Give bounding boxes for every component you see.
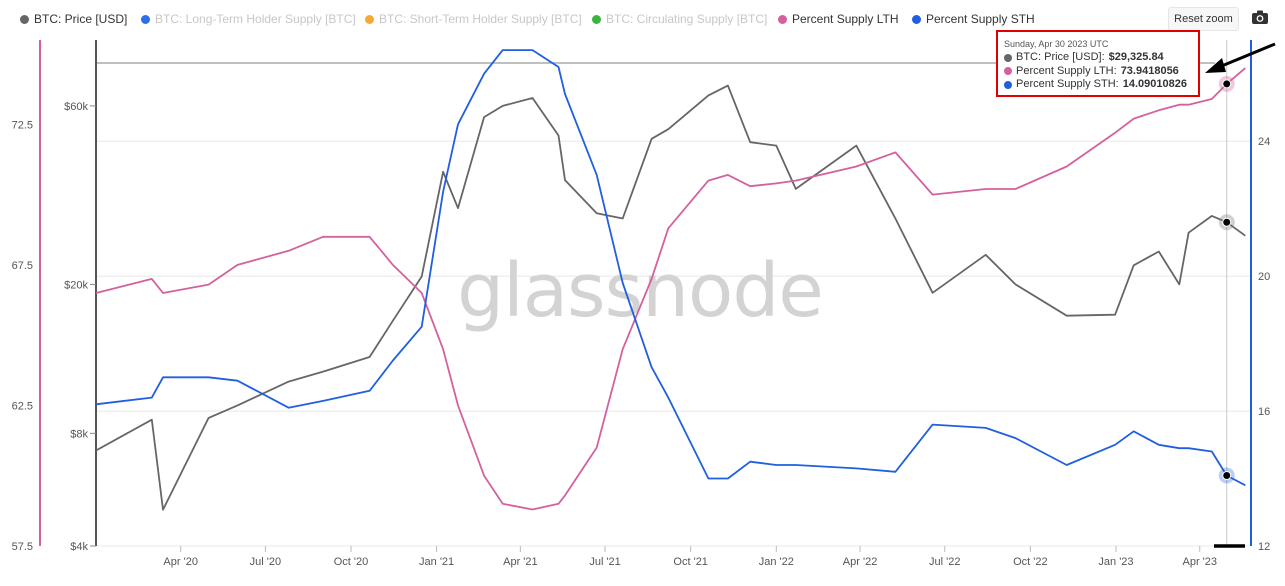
legend-dot: [365, 14, 374, 24]
lth-tick-label: 62.5: [12, 400, 33, 412]
tooltip-sth-dot: [1004, 80, 1012, 89]
legend-item-3[interactable]: BTC: Circulating Supply [BTC]: [592, 12, 767, 26]
lth-tick-label: 72.5: [12, 119, 33, 131]
tooltip-lth-value: 73.9418056: [1120, 64, 1179, 77]
legend-label: BTC: Price [USD]: [34, 12, 128, 26]
tooltip-price-value: $29,325.84: [1108, 51, 1164, 63]
legend-label: BTC: Circulating Supply [BTC]: [606, 12, 768, 26]
sth-tick-label: 20: [1258, 271, 1270, 283]
tooltip: Sunday, Apr 30 2023 UTC BTC: Price [USD]…: [996, 30, 1200, 97]
x-tick-label: Apr '21: [503, 556, 538, 568]
tooltip-row-sth: Percent Supply STH: 14.09010826: [1004, 78, 1192, 92]
hover-marker-0: [1222, 217, 1232, 227]
legend-item-4[interactable]: Percent Supply LTH: [778, 12, 899, 26]
legend-dot: [20, 14, 29, 24]
axes: 57.5 62.5 67.5 72.5 $4k $8k $20k $60k 12 16 20 24 Ap…: [12, 40, 1270, 568]
annotations: [1205, 42, 1276, 548]
tooltip-row-price: BTC: Price [USD]: $29,325.84: [1004, 51, 1192, 65]
lth-tick-label: 57.5: [12, 541, 33, 553]
tooltip-lth-label: Percent Supply LTH:: [1016, 64, 1117, 77]
tooltip-price-dot: [1004, 53, 1012, 62]
x-tick-label: Jan '21: [419, 556, 454, 568]
legend-dot: [592, 14, 601, 24]
sth-tick-label: 12: [1258, 541, 1270, 553]
lth-tick-label: 67.5: [12, 260, 33, 272]
legend-dot: [141, 14, 150, 24]
sth-tick-label: 24: [1258, 136, 1270, 148]
legend-item-0[interactable]: BTC: Price [USD]: [20, 12, 127, 26]
price-tick-label: $20k: [64, 279, 88, 291]
legend-label: BTC: Long-Term Holder Supply [BTC]: [155, 12, 356, 26]
series-layer: [95, 49, 1246, 511]
x-tick-label: Oct '22: [1013, 556, 1048, 568]
legend-dot: [912, 14, 921, 24]
legend: BTC: Price [USD] BTC: Long-Term Holder Su…: [0, 0, 1285, 40]
legend-label: BTC: Short-Term Holder Supply [BTC]: [379, 12, 582, 26]
x-tick-label: Jan '22: [759, 556, 794, 568]
tooltip-date: Sunday, Apr 30 2023 UTC: [1004, 39, 1109, 49]
hover-markers: [1218, 75, 1235, 484]
legend-label: Percent Supply LTH: [792, 12, 899, 26]
legend-item-2[interactable]: BTC: Short-Term Holder Supply [BTC]: [365, 12, 582, 26]
x-tick-label: Jul '21: [589, 556, 620, 568]
x-tick-label: Apr '20: [163, 556, 198, 568]
price-tick-label: $4k: [70, 541, 88, 553]
x-tick-label: Oct '20: [334, 556, 369, 568]
tooltip-row-lth: Percent Supply LTH: 73.9418056: [1004, 65, 1192, 79]
camera-icon[interactable]: [1251, 9, 1269, 25]
price-tick-label: $60k: [64, 101, 88, 113]
legend-item-5[interactable]: Percent Supply STH: [912, 12, 1035, 26]
series-line-2: [95, 49, 1246, 487]
tooltip-sth-label: Percent Supply STH:: [1016, 78, 1119, 90]
price-tick-label: $8k: [70, 428, 88, 440]
tooltip-lth-dot: [1004, 67, 1012, 76]
x-tick-label: Jan '23: [1098, 556, 1133, 568]
series-line-1: [95, 67, 1246, 511]
watermark: glassnode: [457, 248, 823, 334]
hover-marker-2: [1222, 470, 1232, 480]
x-tick-label: Apr '22: [843, 556, 878, 568]
sth-tick-label: 16: [1258, 406, 1270, 418]
x-tick-label: Jul '22: [929, 556, 960, 568]
legend-item-1[interactable]: BTC: Long-Term Holder Supply [BTC]: [141, 12, 356, 26]
x-tick-label: Jul '20: [250, 556, 281, 568]
reset-zoom-button[interactable]: Reset zoom: [1168, 7, 1239, 31]
series-line-0: [95, 84, 1246, 511]
x-tick-label: Apr '23: [1182, 556, 1217, 568]
hover-marker-1: [1222, 79, 1232, 89]
tooltip-sth-value: 14.09010826: [1122, 78, 1187, 90]
legend-dot: [778, 14, 787, 24]
annotation-arrow-head: [1205, 58, 1226, 73]
x-tick-label: Oct '21: [673, 556, 708, 568]
tooltip-price-label: BTC: Price [USD]:: [1016, 51, 1105, 63]
legend-label: Percent Supply STH: [926, 12, 1035, 26]
